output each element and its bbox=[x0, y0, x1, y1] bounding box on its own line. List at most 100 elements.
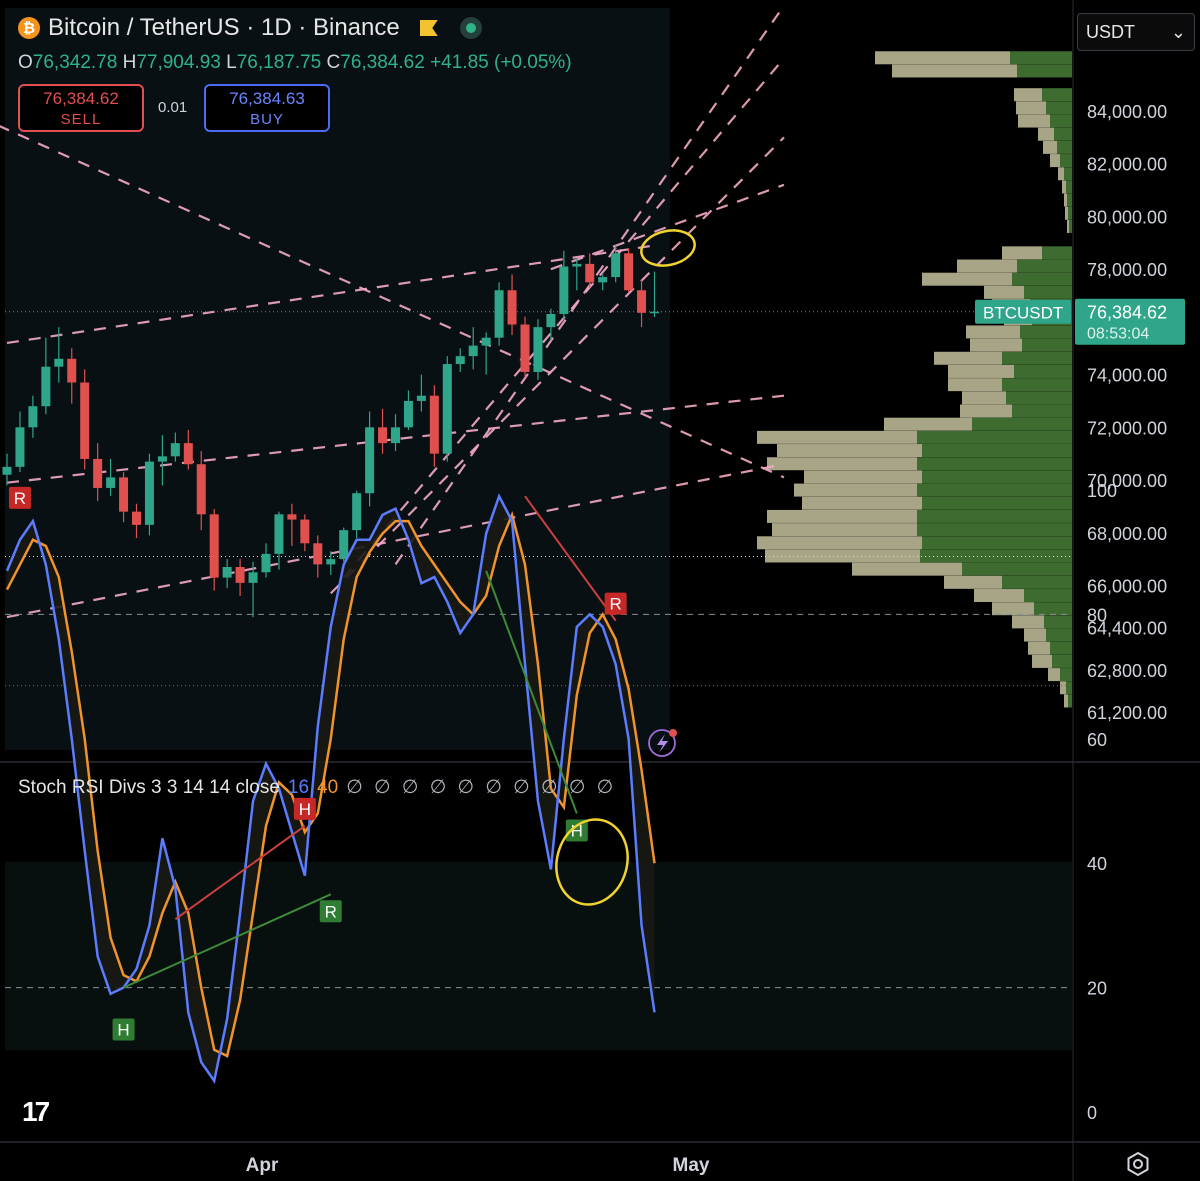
divergence-marker-label: H bbox=[117, 1020, 129, 1039]
candle-body bbox=[326, 559, 336, 565]
sell-button[interactable]: 76,384.62 SELL bbox=[18, 84, 144, 132]
chevron-down-icon: ⌄ bbox=[1170, 21, 1186, 42]
buy-button[interactable]: 76,384.63 BUY bbox=[204, 84, 330, 132]
volume-profile-down-bar bbox=[1012, 615, 1044, 629]
candle-body bbox=[132, 511, 141, 525]
bitcoin-icon: ₿ bbox=[18, 17, 40, 39]
stoch-axis-label: 40 bbox=[1087, 854, 1107, 874]
change-value: +41.85 (+0.05%) bbox=[430, 52, 572, 73]
candle-body bbox=[468, 345, 478, 357]
volume-profile-down-bar bbox=[922, 272, 1012, 286]
volume-profile-up-bar bbox=[917, 523, 1072, 537]
candle-body bbox=[429, 395, 439, 454]
d-line bbox=[5, 510, 656, 1058]
volume-profile-down-bar bbox=[1002, 246, 1042, 260]
stoch-axis-label: 80 bbox=[1087, 605, 1107, 625]
price-axis-label: 78,000.00 bbox=[1087, 260, 1167, 280]
volume-profile-up-bar bbox=[1012, 404, 1072, 418]
price-tag-countdown: 08:53:04 bbox=[1087, 326, 1149, 343]
candle-body bbox=[261, 553, 271, 573]
indicator-legend[interactable]: Stoch RSI Divs 3 3 14 14 close 16 40 ∅ ∅ ∅ … bbox=[18, 776, 616, 799]
volume-profile-down-bar bbox=[1014, 88, 1042, 102]
candle-body bbox=[300, 519, 310, 544]
candle-body bbox=[378, 427, 388, 444]
volume-profile-down-bar bbox=[992, 602, 1034, 616]
volume-profile-down-bar bbox=[934, 351, 1002, 365]
volume-profile-down-bar bbox=[1064, 694, 1068, 708]
candle-body bbox=[559, 266, 569, 314]
candle-body bbox=[624, 253, 634, 291]
candle-body bbox=[611, 253, 621, 278]
candle-body bbox=[572, 263, 582, 267]
volume-profile-up-bar bbox=[1024, 285, 1072, 299]
price-axis-label: 62,800.00 bbox=[1087, 661, 1167, 681]
symbol-title[interactable]: Bitcoin / TetherUS · 1D · Binance bbox=[48, 14, 400, 41]
currency-select[interactable]: USDT ⌄ bbox=[1077, 13, 1195, 51]
candle-body bbox=[507, 290, 517, 325]
volume-profile-down-bar bbox=[1043, 140, 1057, 154]
volume-profile-down-bar bbox=[1050, 154, 1060, 168]
stoch-axis-label: 60 bbox=[1087, 730, 1107, 750]
volume-profile-up-bar bbox=[1022, 338, 1072, 352]
time-axis-label: Apr bbox=[246, 1155, 279, 1176]
volume-profile-down-bar bbox=[966, 325, 1020, 339]
volume-profile-down-bar bbox=[1067, 219, 1069, 233]
volume-profile-up-bar bbox=[1057, 140, 1072, 154]
candle-body bbox=[144, 461, 154, 525]
volume-profile-up-bar bbox=[1006, 391, 1072, 405]
candle-body bbox=[481, 337, 491, 346]
trendline bbox=[329, 136, 785, 595]
k-value: 16 bbox=[287, 777, 310, 798]
volume-profile-up-bar bbox=[1046, 628, 1072, 642]
divergence-line bbox=[524, 495, 617, 622]
volume-profile-up-bar bbox=[922, 470, 1072, 484]
volume-profile-up-bar bbox=[1002, 378, 1072, 392]
market-open-icon bbox=[459, 17, 482, 39]
volume-profile-down-bar bbox=[757, 536, 922, 550]
stoch-axis-label: 20 bbox=[1087, 979, 1107, 999]
candle-body bbox=[598, 277, 608, 283]
indicator-name: Stoch RSI Divs 3 3 14 14 close bbox=[18, 777, 280, 798]
candle-body bbox=[119, 477, 129, 512]
close-value: 76,384.62 bbox=[340, 52, 425, 73]
volume-profile-down-bar bbox=[974, 589, 1024, 603]
volume-profile-down-bar bbox=[1062, 180, 1066, 194]
price-tag-value: 76,384.62 bbox=[1087, 303, 1167, 323]
settings-icon[interactable] bbox=[1124, 1150, 1152, 1178]
volume-profile-up-bar bbox=[1042, 246, 1072, 260]
candle-body bbox=[183, 443, 193, 465]
candle-body bbox=[520, 324, 530, 372]
ohlc-readout: O76,342.78 H77,904.93 L76,187.75 C76,384… bbox=[18, 52, 572, 74]
buy-price: 76,384.63 bbox=[229, 88, 305, 108]
volume-profile-up-bar bbox=[1067, 193, 1072, 207]
candle-body bbox=[222, 567, 232, 578]
volume-profile-up-bar bbox=[1017, 259, 1072, 273]
volume-profile-up-bar bbox=[1010, 51, 1072, 65]
candle-body bbox=[585, 263, 595, 283]
candle-body bbox=[196, 464, 206, 515]
d-value: 40 bbox=[317, 777, 339, 798]
symbol-tag-label: BTCUSDT bbox=[983, 304, 1063, 323]
highlight-circle bbox=[640, 229, 696, 267]
volume-profile-up-bar bbox=[1052, 654, 1072, 668]
volume-profile-up-bar bbox=[922, 536, 1072, 550]
volume-profile-down-bar bbox=[884, 417, 972, 431]
volume-profile-up-bar bbox=[917, 509, 1072, 523]
divergence-marker bbox=[112, 1018, 135, 1041]
volume-profile-down-bar bbox=[794, 483, 917, 497]
volume-profile-down-bar bbox=[1024, 628, 1046, 642]
volume-profile-up-bar bbox=[1069, 219, 1072, 233]
volume-profile-down-bar bbox=[1038, 127, 1054, 141]
price-axis-label: 68,000.00 bbox=[1087, 524, 1167, 544]
stoch-axis-label: 100 bbox=[1087, 481, 1117, 501]
flag-icon[interactable] bbox=[419, 20, 438, 36]
tradingview-logo[interactable]: 17 bbox=[22, 1096, 50, 1127]
volume-profile-up-bar bbox=[972, 417, 1072, 431]
symbol-header[interactable]: ₿ Bitcoin / TetherUS · 1D · Binance bbox=[18, 14, 482, 42]
volume-profile-down-bar bbox=[1065, 206, 1068, 220]
candle-body bbox=[391, 427, 400, 444]
divergence-marker-label: H bbox=[299, 800, 311, 819]
high-value: 77,904.93 bbox=[136, 52, 221, 73]
candle-body bbox=[313, 543, 323, 565]
